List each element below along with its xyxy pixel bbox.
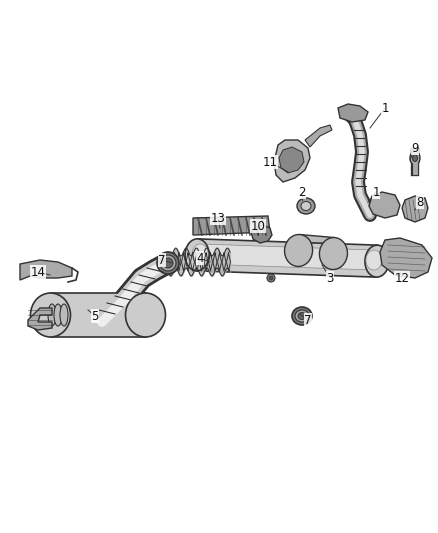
Ellipse shape	[410, 151, 420, 165]
Ellipse shape	[48, 304, 56, 326]
Ellipse shape	[298, 312, 306, 319]
Text: 13: 13	[211, 212, 226, 224]
Polygon shape	[28, 308, 52, 330]
Polygon shape	[369, 192, 400, 218]
Ellipse shape	[31, 293, 71, 337]
Ellipse shape	[413, 155, 417, 161]
Text: 4: 4	[196, 252, 204, 264]
Polygon shape	[50, 293, 145, 337]
Text: 7: 7	[158, 254, 166, 266]
Text: 1: 1	[381, 101, 389, 115]
Text: 2: 2	[298, 185, 306, 198]
Ellipse shape	[295, 310, 309, 322]
Ellipse shape	[301, 201, 311, 211]
Text: 9: 9	[411, 141, 419, 155]
Ellipse shape	[60, 304, 68, 326]
Polygon shape	[402, 196, 428, 222]
Ellipse shape	[126, 293, 166, 337]
Ellipse shape	[185, 239, 209, 271]
Ellipse shape	[319, 238, 347, 270]
Ellipse shape	[365, 245, 389, 277]
Polygon shape	[251, 225, 272, 243]
Ellipse shape	[192, 244, 208, 264]
Ellipse shape	[292, 307, 312, 325]
Polygon shape	[338, 104, 368, 122]
Ellipse shape	[269, 276, 273, 280]
Text: 3: 3	[326, 271, 334, 285]
Polygon shape	[274, 140, 310, 182]
Polygon shape	[200, 244, 374, 270]
Text: 11: 11	[262, 156, 278, 168]
Ellipse shape	[285, 235, 313, 266]
Text: 5: 5	[91, 310, 99, 322]
Text: 8: 8	[416, 196, 424, 208]
Polygon shape	[193, 216, 270, 235]
Text: 1: 1	[372, 185, 380, 198]
Ellipse shape	[297, 198, 315, 214]
Polygon shape	[20, 260, 72, 280]
Ellipse shape	[366, 250, 382, 270]
Ellipse shape	[157, 252, 179, 274]
Ellipse shape	[54, 304, 62, 326]
Text: 14: 14	[31, 265, 46, 279]
Ellipse shape	[267, 274, 275, 282]
Polygon shape	[297, 235, 335, 270]
Polygon shape	[305, 125, 332, 147]
Polygon shape	[279, 147, 304, 173]
Text: 7: 7	[304, 313, 312, 327]
Ellipse shape	[160, 255, 176, 271]
Polygon shape	[197, 239, 378, 277]
Ellipse shape	[163, 258, 173, 268]
Polygon shape	[380, 238, 432, 278]
Text: 10: 10	[251, 220, 265, 232]
Text: 12: 12	[395, 271, 410, 285]
